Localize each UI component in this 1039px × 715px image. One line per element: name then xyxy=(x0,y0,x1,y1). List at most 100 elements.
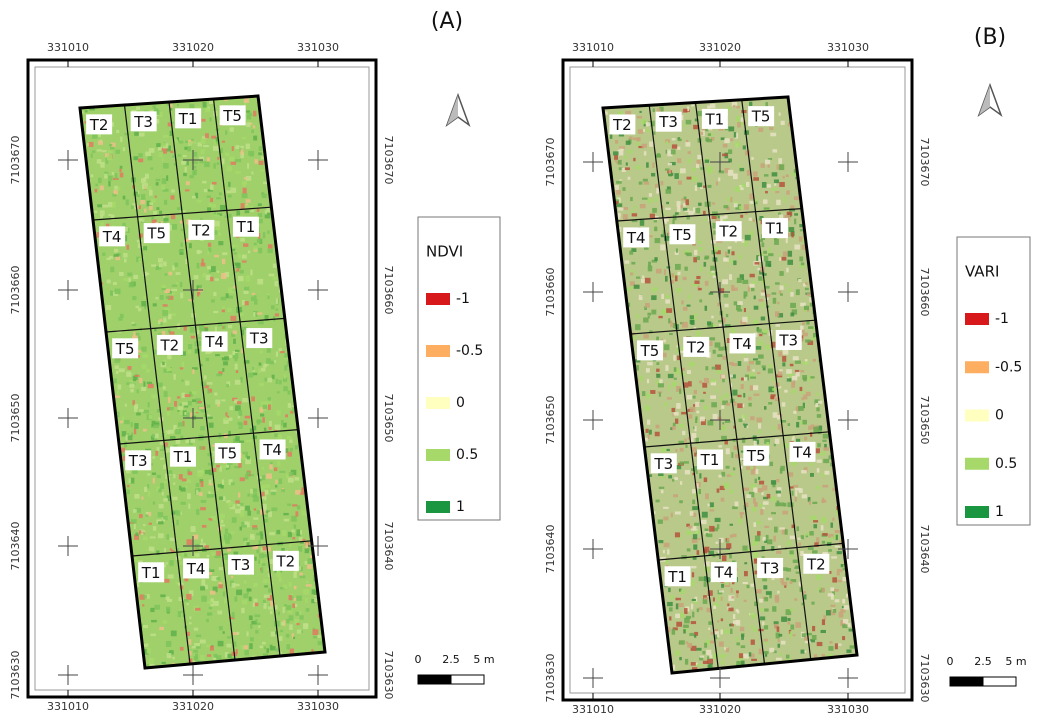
pixel xyxy=(779,271,783,276)
pixel xyxy=(639,111,641,113)
pixel xyxy=(223,542,226,547)
pixel xyxy=(242,261,247,263)
plot-label: T2 xyxy=(159,336,179,354)
pixel xyxy=(779,113,781,116)
pixel xyxy=(159,319,162,322)
pixel xyxy=(277,461,280,466)
pixel xyxy=(684,250,690,252)
pixel xyxy=(291,530,295,533)
pixel xyxy=(221,273,226,279)
pixel xyxy=(151,199,156,203)
pixel xyxy=(679,640,685,644)
pixel xyxy=(238,254,241,258)
pixel xyxy=(278,434,282,440)
pixel xyxy=(718,347,723,351)
pixel xyxy=(192,196,196,199)
pixel xyxy=(850,645,855,648)
pixel xyxy=(143,429,147,432)
scale-label: 5 m xyxy=(473,653,494,666)
plot-label: T3 xyxy=(249,330,269,348)
pixel xyxy=(674,367,677,372)
pixel xyxy=(796,289,800,295)
pixel xyxy=(736,106,740,109)
pixel xyxy=(637,116,642,118)
pixel xyxy=(710,379,715,382)
pixel xyxy=(689,633,694,636)
pixel xyxy=(152,456,155,458)
pixel xyxy=(141,301,146,306)
pixel xyxy=(753,552,758,558)
pixel xyxy=(267,378,272,383)
pixel xyxy=(782,350,788,355)
pixel xyxy=(171,214,175,219)
pixel xyxy=(243,538,247,542)
pixel xyxy=(222,259,225,264)
pixel xyxy=(210,198,213,202)
pixel xyxy=(715,518,721,522)
pixel xyxy=(151,394,156,398)
pixel xyxy=(786,268,788,273)
pixel xyxy=(702,512,708,518)
pixel xyxy=(643,179,648,182)
pixel xyxy=(680,351,683,353)
pixel xyxy=(130,389,133,393)
pixel xyxy=(708,621,712,625)
pixel xyxy=(647,393,651,398)
pixel xyxy=(131,519,137,523)
pixel xyxy=(181,229,183,231)
pixel xyxy=(276,379,279,384)
pixel xyxy=(710,104,715,108)
pixel xyxy=(207,251,209,255)
pixel xyxy=(680,461,684,465)
x-coord-bottom: 331010 xyxy=(572,703,614,715)
pixel xyxy=(250,536,255,540)
pixel xyxy=(746,206,749,210)
pixel xyxy=(112,172,114,175)
pixel xyxy=(741,384,744,389)
pixel xyxy=(780,285,784,289)
pixel xyxy=(145,152,151,157)
pixel xyxy=(255,557,257,561)
plot-label: T1 xyxy=(667,568,687,586)
plot-label: T2 xyxy=(718,223,738,241)
plot-label: T4 xyxy=(262,441,282,459)
pixel xyxy=(134,524,136,529)
pixel xyxy=(135,533,138,537)
pixel xyxy=(709,337,715,340)
pixel xyxy=(740,168,745,171)
plot-label: T5 xyxy=(640,342,660,360)
y-coord-right: 7103640 xyxy=(918,525,931,574)
pixel xyxy=(639,376,643,381)
pixel xyxy=(742,546,747,551)
pixel xyxy=(150,608,154,612)
pixel xyxy=(213,163,215,169)
pixel xyxy=(187,493,191,499)
pixel xyxy=(177,396,180,398)
x-coord-top: 331010 xyxy=(572,41,614,54)
pixel xyxy=(253,312,255,317)
pixel xyxy=(800,551,804,556)
pixel xyxy=(172,497,177,500)
pixel xyxy=(768,164,770,167)
legend-swatch xyxy=(965,458,989,470)
pixel xyxy=(615,185,619,190)
pixel xyxy=(613,151,619,155)
pixel xyxy=(128,278,130,282)
pixel xyxy=(697,183,702,188)
pixel xyxy=(164,481,167,483)
pixel xyxy=(731,363,737,366)
legend-swatch xyxy=(426,501,450,513)
pixel xyxy=(216,551,221,556)
pixel xyxy=(200,586,205,590)
pixel xyxy=(156,207,159,210)
pixel xyxy=(656,154,661,157)
pixel xyxy=(225,153,229,156)
pixel xyxy=(155,451,158,456)
pixel xyxy=(231,188,237,193)
pixel xyxy=(779,527,785,529)
pixel xyxy=(821,588,824,592)
pixel xyxy=(672,144,677,148)
pixel xyxy=(678,181,682,185)
pixel xyxy=(830,587,834,591)
pixel xyxy=(90,174,93,177)
